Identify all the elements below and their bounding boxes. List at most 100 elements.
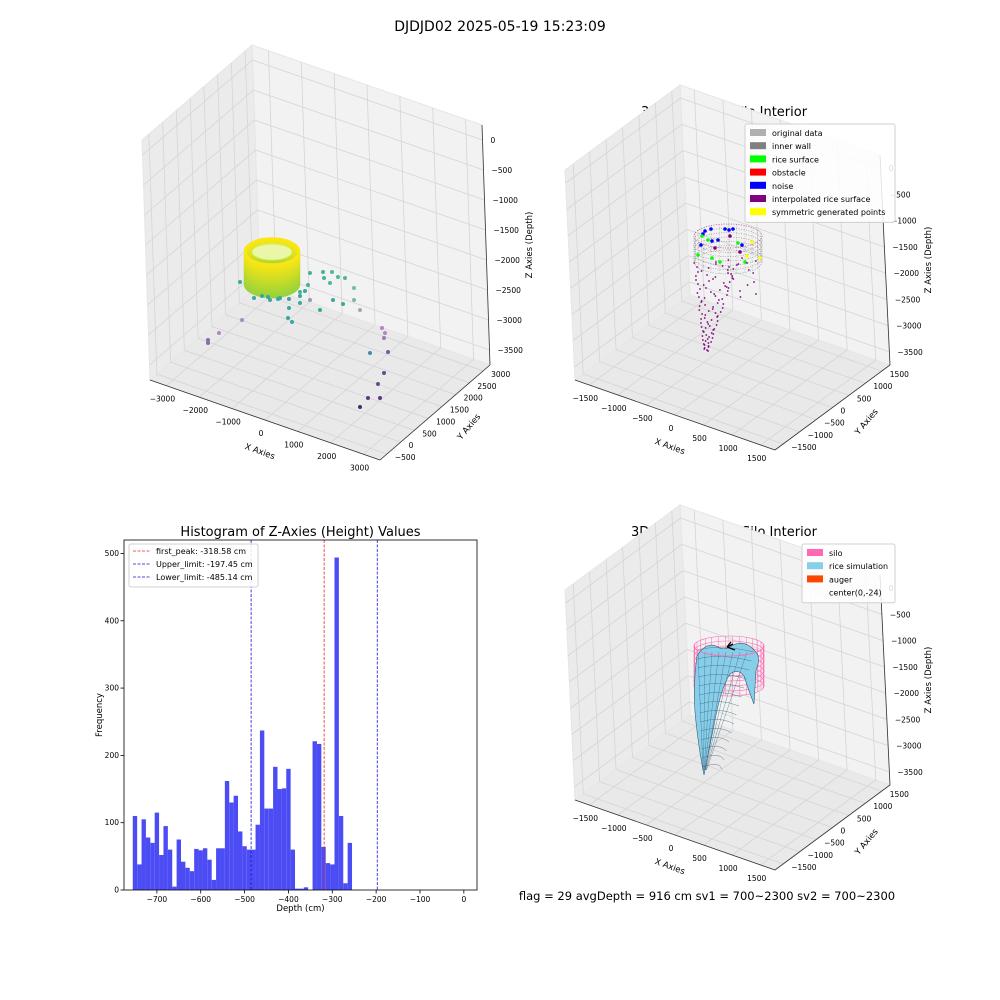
sim-grid-z bbox=[574, 701, 690, 788]
raw-grid-y bbox=[175, 110, 185, 351]
cls-classified-point bbox=[710, 256, 714, 260]
raw-data-point bbox=[286, 316, 290, 320]
hist-bar bbox=[176, 839, 182, 890]
raw-data-point bbox=[287, 297, 291, 301]
raw-grid-x bbox=[366, 84, 376, 326]
sim-grid-z bbox=[565, 517, 681, 604]
hist-x-tick-label: −700 bbox=[147, 895, 168, 904]
hist-legend-label: Upper_limit: -197.45 cm bbox=[156, 560, 253, 569]
cls-grid-y bbox=[572, 163, 584, 374]
raw-grid-z bbox=[145, 149, 256, 246]
sim-center-marker bbox=[726, 641, 736, 651]
cls-interpolated-point bbox=[721, 265, 724, 267]
raw-grid-x bbox=[330, 347, 441, 444]
cls-interpolated-point bbox=[727, 259, 730, 261]
hist-bar bbox=[189, 871, 195, 890]
sim-rice-mesh-line bbox=[697, 665, 750, 671]
figure-suptitle: DJDJD02 2025-05-19 15:23:09 bbox=[394, 19, 606, 35]
raw-z-tick-label: −500 bbox=[492, 166, 513, 175]
sim-rice-mesh-line bbox=[704, 651, 720, 771]
raw-x-tick-label: −2000 bbox=[183, 406, 209, 415]
raw-data-point bbox=[352, 286, 356, 290]
sim-z-tick-label: −3500 bbox=[897, 768, 923, 777]
cls-classified-point bbox=[699, 243, 703, 247]
raw-data-point bbox=[306, 283, 310, 287]
raw-z-tick-label: −2000 bbox=[495, 256, 521, 265]
hist-bar bbox=[259, 730, 265, 890]
cls-grid-z bbox=[567, 150, 684, 236]
cls-interpolated-point bbox=[746, 262, 748, 264]
hist-bar bbox=[132, 815, 138, 890]
hist-bar bbox=[290, 849, 296, 890]
cls-grid-y bbox=[615, 349, 817, 421]
raw-data-point bbox=[341, 302, 345, 306]
cls-grid-z bbox=[572, 255, 689, 341]
hist-bar bbox=[172, 886, 177, 890]
cls-y-axis-label: Y Axies bbox=[853, 407, 881, 438]
raw-y-tick-label: 3000 bbox=[491, 370, 510, 379]
cls-x-tick-label: 1500 bbox=[747, 454, 766, 463]
raw-data-point bbox=[358, 405, 362, 409]
cls-interpolated-point bbox=[704, 314, 707, 316]
cls-interpolated-point bbox=[730, 273, 732, 275]
hist-bar bbox=[321, 846, 326, 890]
hist-bar bbox=[325, 863, 331, 890]
raw-grid-z bbox=[254, 119, 485, 201]
sim-y-tick-label: 0 bbox=[841, 827, 846, 836]
sim-legend-swatch bbox=[807, 549, 823, 556]
cls-classified-point bbox=[709, 227, 713, 231]
cls-grid-y bbox=[622, 127, 633, 338]
cls-interpolated-point bbox=[719, 311, 722, 313]
hist-bar bbox=[330, 864, 335, 890]
raw-y-tick-label: −500 bbox=[395, 453, 416, 462]
cls-interpolated-point bbox=[707, 310, 710, 312]
cls-interpolated-point bbox=[727, 272, 729, 274]
cls-interpolated-point bbox=[732, 278, 735, 280]
cls-interpolated-point bbox=[754, 260, 757, 262]
cls-grid-y bbox=[589, 151, 601, 362]
cls-interpolated-point bbox=[708, 325, 711, 327]
cls-interpolated-ring bbox=[693, 223, 763, 249]
hist-bar bbox=[303, 887, 309, 890]
sim-grid-z bbox=[685, 622, 886, 694]
raw-grid-z bbox=[257, 209, 488, 291]
raw-grid-z bbox=[143, 89, 254, 186]
raw-data-point bbox=[331, 298, 335, 302]
raw-data-point bbox=[386, 350, 390, 354]
hist-bar bbox=[238, 831, 243, 890]
cls-interpolated-point bbox=[752, 272, 755, 274]
hist-x-tick-label: −100 bbox=[410, 895, 431, 904]
sim-y-tick-label: 1500 bbox=[890, 790, 909, 799]
raw-grid-x bbox=[300, 62, 310, 303]
raw-data-point bbox=[358, 308, 362, 312]
raw-grid-z bbox=[255, 149, 486, 231]
raw-data-point bbox=[321, 270, 325, 274]
cls-classified-point bbox=[758, 256, 762, 260]
cls-x-axis-line bbox=[574, 379, 776, 451]
raw-grid-z bbox=[149, 269, 260, 366]
raw-z-tick-label: 0 bbox=[491, 136, 496, 145]
cls-interpolated-point bbox=[726, 269, 729, 271]
sim-grid-y bbox=[615, 769, 817, 841]
sim-legend-box bbox=[801, 543, 896, 604]
hist-frame bbox=[123, 539, 478, 891]
sim-rice-mesh-line bbox=[704, 651, 727, 771]
sim-grid-y bbox=[648, 744, 850, 816]
hist-bar bbox=[343, 883, 348, 890]
sim-grid-y bbox=[671, 511, 683, 722]
cls-classified-point bbox=[750, 240, 754, 244]
cls-interpolated-point bbox=[753, 281, 755, 283]
cls-grid-z bbox=[574, 281, 690, 368]
raw-data-point bbox=[368, 351, 372, 355]
sim-z-tick-label: −1000 bbox=[891, 637, 917, 646]
raw-grid-x bbox=[432, 107, 442, 348]
sim-x-tick-label: 0 bbox=[669, 844, 674, 853]
cls-interpolated-point bbox=[739, 290, 741, 292]
cls-interpolated-point bbox=[710, 332, 713, 334]
cls-y-tick-label: −1000 bbox=[808, 431, 834, 440]
cls-grid-z bbox=[687, 255, 889, 327]
status-footer: flag = 29 avgDepth = 916 cm sv1 = 700~23… bbox=[519, 889, 895, 903]
cls-interpolated-point bbox=[702, 343, 705, 345]
raw-grid-z bbox=[253, 89, 484, 171]
cls-classified-point bbox=[723, 227, 727, 231]
